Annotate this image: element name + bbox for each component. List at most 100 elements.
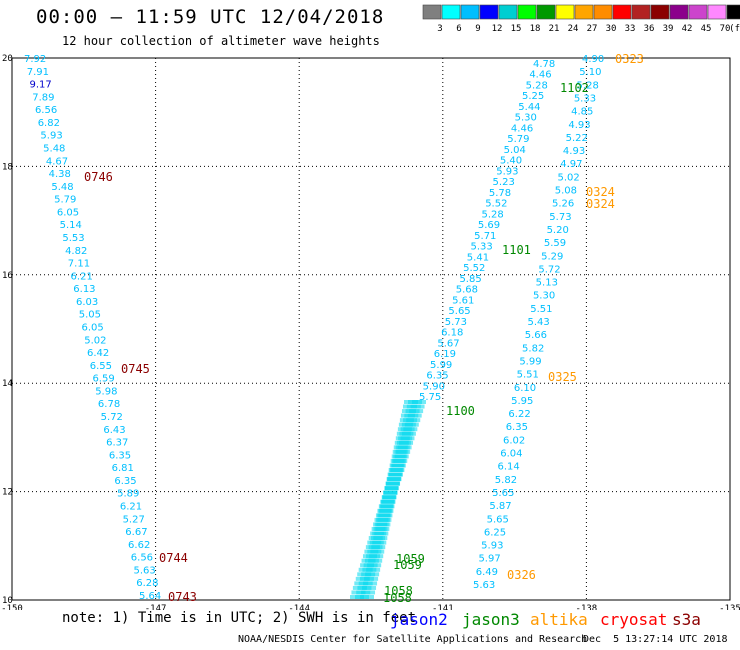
swh-value: 7.89 (32, 92, 54, 103)
colorbar-swatch (555, 4, 575, 20)
swh-value: 5.25 (522, 91, 544, 102)
x-tick-label: -144 (288, 604, 310, 610)
pass-time-label: 1058 (384, 584, 413, 598)
swh-value: 6.21 (120, 502, 142, 513)
y-tick-label: 18 (2, 162, 13, 172)
swh-value: 6.03 (76, 297, 98, 308)
swh-value: 6.55 (90, 361, 112, 372)
swh-value: 5.93 (40, 131, 62, 142)
pass-time-label: 0746 (84, 170, 113, 184)
swh-value: 4.82 (65, 246, 87, 257)
swh-value: 4.38 (49, 169, 71, 180)
swh-value: 5.44 (518, 102, 540, 113)
dense-track-marks (350, 400, 426, 599)
swh-value: 5.73 (549, 212, 571, 223)
colorbar-label: 3 (437, 24, 442, 34)
dense-track-mark (364, 576, 379, 581)
swh-value: 6.02 (503, 435, 525, 446)
swh-value: 4.97 (560, 159, 582, 170)
dense-track-mark (391, 454, 406, 459)
swh-value: 6.82 (38, 118, 60, 129)
swh-value: 4.67 (46, 156, 68, 167)
swh-value: 6.35 (426, 371, 448, 382)
legend-altika: altika (530, 610, 588, 629)
swh-value: 5.75 (419, 392, 441, 403)
swh-value: 5.33 (470, 242, 492, 253)
colorbar-label: 33 (625, 24, 636, 34)
swh-value: 6.05 (57, 207, 79, 218)
dense-track-mark (401, 409, 416, 414)
swh-value: 5.93 (496, 166, 518, 177)
swh-value: 6.56 (35, 105, 57, 116)
swh-value: 6.21 (71, 271, 93, 282)
swh-value: 4.90 (582, 54, 604, 65)
swh-value: 4.93 (568, 120, 590, 131)
pass-time-label: 0323 (615, 52, 644, 66)
colorbar-swatch (517, 4, 537, 20)
x-tick-label: -141 (432, 604, 454, 610)
swh-value: 5.64 (139, 591, 161, 602)
pass-time-label: 1058 (383, 591, 412, 605)
swh-value: 5.87 (489, 501, 511, 512)
swh-value: 5.02 (557, 172, 579, 183)
colorbar-label: 39 (663, 24, 674, 34)
y-tick-label: 12 (2, 488, 13, 498)
swh-value: 5.72 (101, 412, 123, 423)
swh-value: 5.79 (54, 195, 76, 206)
swh-value: 5.97 (478, 554, 500, 565)
dense-track-mark (373, 536, 388, 541)
x-tick-label: -150 (1, 604, 23, 610)
pass-time-label: 1101 (502, 243, 531, 257)
colorbar-swatch (460, 4, 480, 20)
swh-value: 6.10 (514, 383, 536, 394)
swh-value: 5.04 (504, 145, 526, 156)
swh-value: 5.28 (482, 209, 504, 220)
swh-value: 6.37 (106, 438, 128, 449)
swh-value: 5.28 (526, 80, 548, 91)
swh-value: 5.73 (445, 317, 467, 328)
swh-value: 5.68 (456, 285, 478, 296)
swh-value: 6.05 (82, 323, 104, 334)
dense-track-mark (390, 458, 405, 463)
swh-value: 6.14 (498, 462, 520, 473)
colorbar-swatch (631, 4, 651, 20)
swh-value: 5.66 (525, 330, 547, 341)
x-tick-label: -147 (145, 604, 167, 610)
swh-value: 5.65 (487, 514, 509, 525)
swh-value: 6.67 (125, 527, 147, 538)
colorbar-label: 24 (568, 24, 579, 34)
swh-value: 5.99 (519, 356, 541, 367)
swh-value: 6.19 (434, 349, 456, 360)
dense-track-mark (360, 595, 374, 599)
colorbar-label: 27 (587, 24, 598, 34)
swh-value: 6.56 (131, 553, 153, 564)
swh-value: 5.63 (473, 580, 495, 591)
swh-value: 5.82 (522, 343, 544, 354)
dense-track-mark (389, 463, 404, 468)
swh-value: 6.35 (114, 476, 136, 487)
pass-time-label: 1059 (393, 558, 422, 572)
swh-value: 6.43 (103, 425, 125, 436)
swh-value: 4.78 (533, 59, 555, 70)
colorbar-swatch (669, 4, 689, 20)
y-tick-label: 14 (2, 379, 13, 389)
colorbar-label: 21 (549, 24, 560, 34)
swh-value: 6.04 (500, 449, 522, 460)
swh-value: 5.72 (538, 264, 560, 275)
map-frame (11, 57, 731, 601)
legend-s3a: s3a (672, 610, 701, 629)
dense-track-mark (381, 499, 396, 504)
legend-jason2: jason2 (390, 610, 448, 629)
swh-value: 5.30 (515, 113, 537, 124)
swh-value: 6.49 (476, 567, 498, 578)
wave-height-map: -150 -147 -144 -141 -138 -135 10 12 14 16 18 20 7.9… (1, 52, 740, 610)
swh-value: 5.93 (481, 541, 503, 552)
swh-value: 5.98 (95, 386, 117, 397)
dense-track-mark (396, 431, 411, 436)
colorbar-swatch (422, 4, 442, 20)
x-tick-label: -135 (719, 604, 740, 610)
dense-track-mark (369, 554, 384, 559)
swh-value: 6.35 (506, 422, 528, 433)
colorbar-label: 36 (644, 24, 655, 34)
credit-line: NOAA/NESDIS Center for Satellite Applica… (238, 634, 588, 645)
